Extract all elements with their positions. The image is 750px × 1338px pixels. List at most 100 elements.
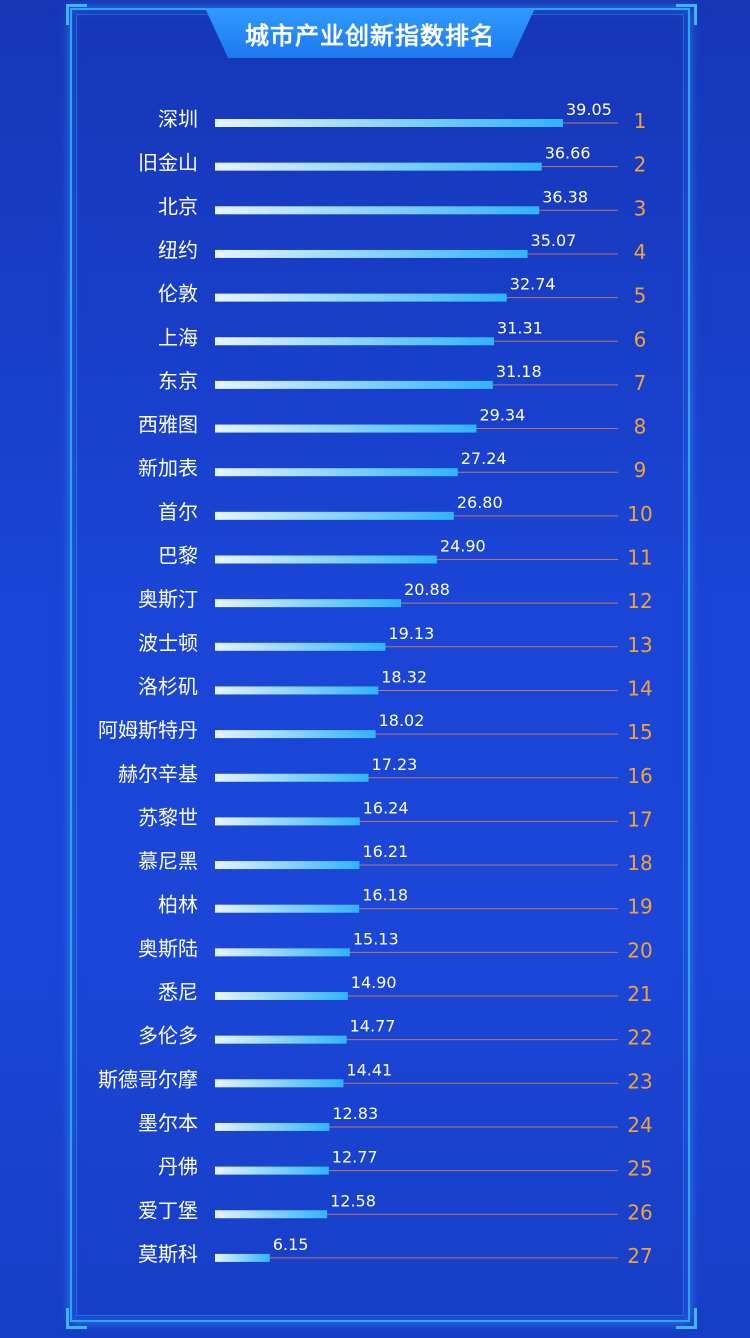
city-label: 洛杉矶: [138, 674, 198, 698]
value-label: 6.15: [273, 1235, 309, 1254]
city-label: 丹佛: [158, 1155, 198, 1179]
frame-corner-bottom-right: [676, 1308, 697, 1329]
city-label: 纽约: [158, 238, 198, 262]
city-label: 波士顿: [138, 631, 198, 655]
rank-label: 10: [627, 502, 652, 526]
city-label: 东京: [158, 369, 198, 393]
rank-label: 14: [627, 676, 652, 700]
rank-label: 2: [634, 153, 647, 177]
bar: [215, 1079, 344, 1088]
value-label: 14.90: [351, 973, 397, 992]
rank-label: 7: [634, 371, 647, 395]
rank-label: 22: [627, 1026, 652, 1050]
rank-label: 11: [627, 546, 652, 570]
bar: [215, 511, 454, 520]
city-label: 赫尔辛基: [118, 762, 198, 786]
value-label: 16.21: [362, 842, 408, 861]
value-label: 26.80: [457, 493, 503, 512]
rank-label: 23: [627, 1069, 652, 1093]
rank-label: 20: [627, 938, 652, 962]
bar: [215, 337, 495, 346]
city-label: 上海: [158, 325, 198, 349]
value-label: 19.13: [388, 624, 434, 643]
value-label: 27.24: [461, 449, 507, 468]
bar: [215, 119, 563, 127]
bar: [215, 1210, 328, 1219]
rank-label: 3: [634, 196, 647, 220]
value-label: 39.05: [566, 100, 612, 119]
city-label: 奥斯汀: [138, 587, 198, 611]
value-label: 20.88: [404, 580, 450, 599]
bar: [215, 206, 540, 215]
city-label: 柏林: [158, 893, 198, 917]
city-label: 巴黎: [158, 544, 198, 568]
bar: [215, 424, 477, 433]
value-label: 31.31: [497, 318, 543, 337]
city-label: 多伦多: [138, 1024, 198, 1048]
city-label: 慕尼黑: [138, 849, 198, 873]
rank-label: 24: [627, 1113, 652, 1137]
bar: [215, 468, 458, 477]
city-label: 伦敦: [158, 282, 198, 306]
rank-label: 6: [634, 327, 647, 351]
title-tab: 城市产业创新指数排名: [205, 8, 535, 58]
rank-label: 16: [627, 764, 652, 788]
rank-label: 27: [627, 1244, 652, 1268]
value-label: 16.24: [363, 798, 409, 817]
bar: [215, 380, 493, 389]
value-label: 31.18: [496, 362, 542, 381]
city-label: 旧金山: [138, 151, 198, 175]
city-label: 墨尔本: [138, 1111, 198, 1135]
city-label: 新加表: [138, 456, 198, 480]
rank-label: 9: [634, 458, 647, 482]
value-label: 12.58: [330, 1191, 376, 1210]
frame-corner-top-right: [676, 4, 697, 25]
rank-label: 21: [627, 982, 652, 1006]
bar: [215, 1122, 330, 1131]
city-label: 深圳: [158, 107, 198, 131]
city-label: 奥斯陆: [138, 936, 198, 960]
frame-corner-top-left: [66, 4, 87, 25]
value-label: 18.02: [379, 711, 425, 730]
value-label: 36.38: [542, 187, 588, 206]
value-label: 24.90: [440, 537, 486, 556]
rank-label: 13: [627, 633, 652, 657]
bar: [215, 773, 369, 782]
value-label: 15.13: [353, 929, 399, 948]
city-label: 爱丁堡: [138, 1198, 198, 1222]
city-label: 斯德哥尔摩: [98, 1067, 198, 1091]
frame-corner-bottom-left: [66, 1308, 87, 1329]
rank-label: 5: [634, 284, 647, 308]
bar: [215, 1253, 270, 1262]
rank-label: 25: [627, 1157, 652, 1181]
rank-label: 26: [627, 1200, 652, 1224]
rank-label: 1: [634, 109, 647, 133]
rank-label: 17: [627, 807, 652, 831]
bar: [215, 686, 379, 695]
bar: [215, 249, 528, 258]
value-label: 29.34: [479, 406, 525, 425]
city-label: 悉尼: [158, 980, 198, 1004]
rank-label: 12: [627, 589, 652, 613]
bar: [215, 861, 360, 870]
bar: [215, 730, 376, 739]
city-label: 西雅图: [138, 413, 198, 437]
bar: [215, 162, 542, 171]
value-label: 32.74: [510, 275, 556, 294]
city-label: 北京: [158, 194, 198, 218]
value-label: 12.77: [332, 1148, 378, 1167]
bar: [215, 599, 402, 608]
bar: [215, 817, 360, 826]
bar: [215, 1035, 347, 1044]
bar: [215, 904, 360, 913]
chart-title: 城市产业创新指数排名: [245, 21, 495, 50]
rank-label: 4: [634, 240, 647, 264]
city-label: 阿姆斯特丹: [98, 718, 198, 742]
city-label: 首尔: [158, 500, 198, 524]
bar: [215, 948, 350, 957]
rank-label: 15: [627, 720, 652, 744]
value-label: 14.77: [350, 1017, 396, 1036]
value-label: 12.83: [332, 1104, 378, 1123]
rank-label: 18: [627, 851, 652, 875]
